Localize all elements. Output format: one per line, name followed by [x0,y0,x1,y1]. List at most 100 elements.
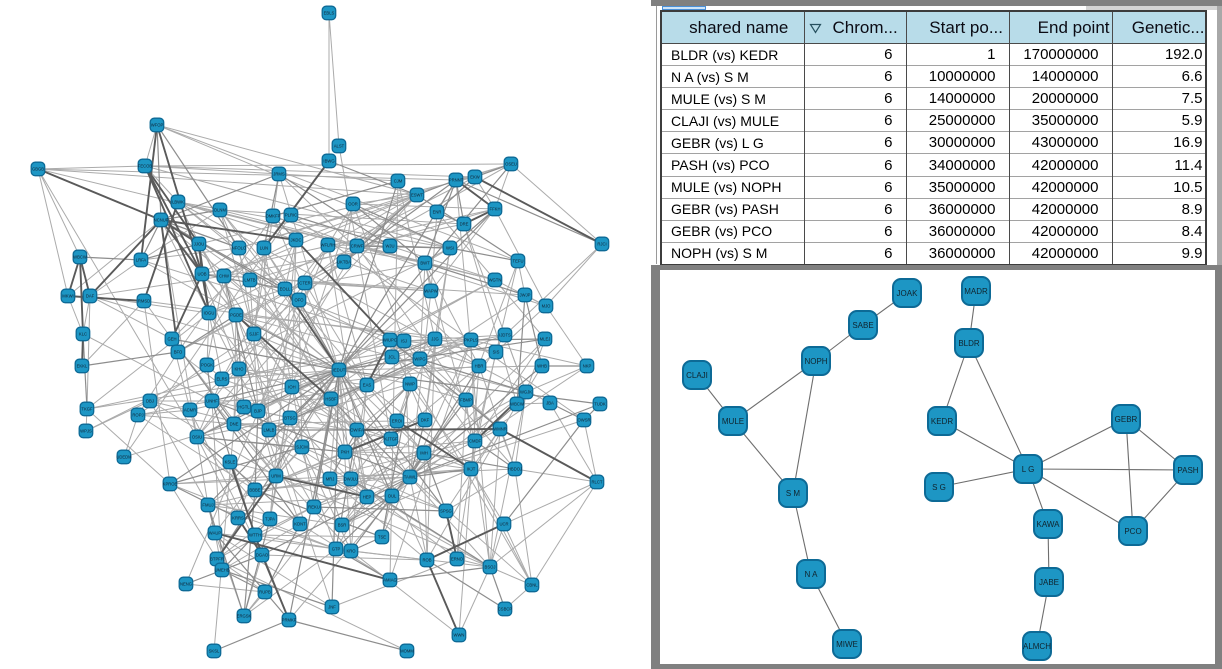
svg-text:IBWG: IBWG [323,159,334,164]
svg-text:SPSG: SPSG [440,509,452,514]
svg-text:HEP: HEP [363,495,372,500]
svg-text:SABE: SABE [852,321,873,330]
svg-text:WMNR: WMNR [493,427,507,432]
svg-text:REKU: REKU [308,505,320,510]
svg-text:ERGSK: ERGSK [237,614,252,619]
svg-text:DKF: DKF [421,418,430,423]
svg-text:BFO: BFO [174,350,183,355]
svg-text:PRNNT: PRNNT [449,178,464,183]
svg-text:HGTL: HGTL [238,405,250,410]
svg-text:DAF: DAF [86,294,95,299]
svg-text:FECOB: FECOB [138,164,153,169]
svg-text:POGK: POGK [201,363,213,368]
svg-text:NCNUF: NCNUF [154,218,169,223]
svg-text:JKDC: JKDC [291,238,302,243]
svg-text:PCO: PCO [1124,527,1141,536]
svg-text:UNHF: UNHF [206,399,218,404]
svg-text:LMLB: LMLB [264,428,275,433]
svg-text:FMUJ: FMUJ [202,503,213,508]
svg-text:RJCI: RJCI [597,242,606,247]
svg-text:WAPW: WAPW [424,289,437,294]
svg-text:ALST: ALST [334,144,345,149]
svg-text:LRFA: LRFA [136,258,147,263]
svg-text:GBGB: GBGB [32,167,44,172]
svg-text:LMTB: LMTB [244,278,255,283]
svg-text:IOGU: IOGU [204,311,215,316]
svg-text:TAIWL: TAIWL [404,475,417,480]
svg-text:BSR: BSR [338,523,347,528]
svg-text:ROPJ: ROPJ [132,413,143,418]
svg-text:JNF: JNF [328,605,336,610]
svg-text:SJCM: SJCM [296,445,308,450]
svg-text:GEBR: GEBR [1115,415,1138,424]
svg-text:KAWA: KAWA [1037,520,1061,529]
svg-text:DWJLU: DWJLU [344,477,358,482]
svg-text:BTSG: BTSG [284,416,295,421]
svg-text:SKSL: SKSL [209,649,220,654]
svg-text:UKTBA: UKTBA [337,260,351,265]
svg-text:WAUP: WAUP [209,531,222,536]
svg-text:JCL: JCL [388,355,396,360]
svg-text:BTPFR: BTPFR [210,557,224,562]
svg-text:NFOLO: NFOLO [232,246,247,251]
svg-text:ISJ: ISJ [401,339,407,344]
svg-text:JJG: JJG [431,337,438,342]
svg-text:PASH: PASH [1177,466,1198,475]
svg-text:CRWF: CRWF [351,244,364,249]
svg-text:FBMP: FBMP [460,398,472,403]
svg-text:EKKL: EKKL [77,364,88,369]
svg-text:KRO: KRO [346,549,356,554]
svg-text:BSOJ: BSOJ [485,565,496,570]
svg-text:PKPLS: PKPLS [464,338,478,343]
svg-text:ENR: ENR [433,210,442,215]
svg-text:RMSD: RMSD [138,299,150,304]
svg-text:JWJP: JWJP [520,293,531,298]
svg-text:KSLE: KSLE [225,460,236,465]
svg-text:OOR: OOR [348,202,358,207]
svg-text:OSIU: OSIU [192,435,202,440]
svg-text:KJTGF: KJTGF [384,437,398,442]
svg-text:KLC: KLC [79,332,87,337]
svg-text:DGAO: DGAO [256,553,269,558]
svg-text:BWT: BWT [420,261,430,266]
svg-text:OSEU: OSEU [505,162,517,167]
svg-text:NOPH: NOPH [804,357,827,366]
svg-text:N A: N A [805,570,819,579]
svg-text:OWIFA: OWIFA [350,428,364,433]
svg-text:DRE: DRE [460,222,469,227]
svg-text:CMDF: CMDF [469,439,482,444]
svg-text:FFKH: FFKH [490,207,501,212]
svg-text:BBBE: BBBE [249,488,260,493]
svg-text:IJDTS: IJDTS [499,333,511,338]
svg-text:WSI: WSI [446,246,454,251]
svg-text:NKP: NKP [583,364,592,369]
svg-text:WJU: WJU [385,244,394,249]
svg-text:EBLS: EBLS [324,11,335,16]
svg-text:GTP: GTP [332,547,341,552]
svg-text:BJP: BJP [254,409,262,414]
svg-text:ESWT: ESWT [411,193,424,198]
svg-text:LUN: LUN [260,246,268,251]
svg-text:JRMS: JRMS [273,172,285,177]
svg-text:TSE: TSE [378,535,386,540]
svg-text:OWSR: OWSR [577,418,590,423]
svg-text:MULE: MULE [722,417,744,426]
svg-text:JOAK: JOAK [897,289,919,298]
svg-text:NENG: NENG [180,582,192,587]
svg-text:IOH: IOH [288,385,295,390]
svg-text:GEH: GEH [167,337,176,342]
svg-text:MKWI: MKWI [62,294,73,299]
svg-text:LBWK: LBWK [172,200,184,205]
svg-text:ALMCH: ALMCH [1023,642,1051,651]
svg-text:EOLL: EOLL [280,287,291,292]
svg-text:IKJT: IKJT [467,467,476,472]
svg-text:HBR: HBR [475,364,484,369]
svg-text:ELRS: ELRS [217,377,228,382]
svg-text:DNE: DNE [230,422,239,427]
svg-text:CHW: CHW [219,274,229,279]
svg-text:RLCT: RLCT [592,480,603,485]
svg-text:DBJ: DBJ [146,399,154,404]
svg-text:WBCW: WBCW [510,402,524,407]
svg-text:MIWE: MIWE [836,640,858,649]
svg-text:IMH: IMH [420,451,428,456]
